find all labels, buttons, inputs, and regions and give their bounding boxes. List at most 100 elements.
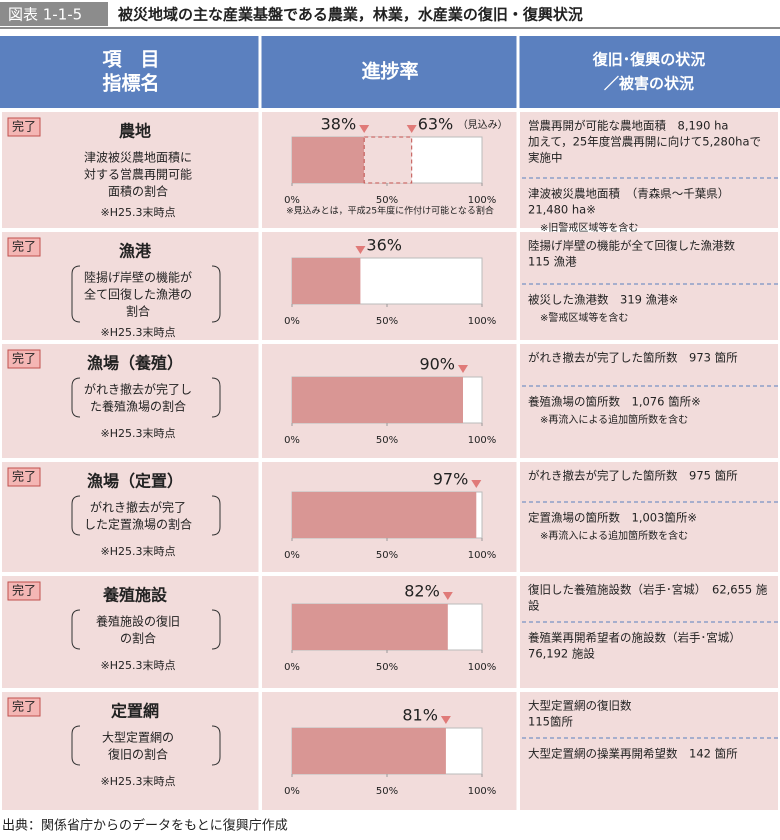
status-text: 115箇所 — [528, 715, 573, 729]
status: 完了 — [12, 351, 36, 366]
indicator-description: 陸揚げ岸壁の機能が — [84, 270, 192, 285]
indicator-description: 復旧の割合 — [108, 747, 168, 762]
indicator-description: 割合 — [126, 304, 150, 319]
bracket — [71, 725, 81, 766]
status-note: ※再流入による追加箇所数を含む — [540, 413, 688, 426]
indicator-description: 大型定置網の — [102, 730, 174, 745]
status-text: 陸揚げ岸壁の機能が全て回復した漁港数 — [528, 239, 735, 253]
progress-bar — [292, 492, 477, 538]
status-text: 21,480 ha※ — [528, 203, 596, 217]
progress-label: 63% — [418, 115, 454, 134]
indicator-name: 定置網 — [110, 702, 159, 721]
column-header: 項 目 — [102, 49, 159, 71]
cell — [2, 692, 260, 810]
status-note: ※警戒区域等を含む — [540, 311, 628, 324]
figure-label: 図表 1-1-5 — [8, 6, 82, 24]
indicator-description: がれき撤去が完了し — [84, 382, 192, 397]
cell — [520, 112, 778, 228]
progress-marker — [458, 365, 468, 373]
indicator-note: ※H25.3末時点 — [101, 325, 176, 339]
source: 出典：関係省庁からのデータをもとに復興庁作成 — [2, 818, 288, 834]
status-badge — [7, 697, 41, 717]
indicator-note: ※H25.3末時点 — [101, 205, 176, 219]
indicator-note: ※H25.3末時点 — [101, 426, 176, 440]
axis-tick-label: 0% — [284, 195, 300, 206]
status-note: ※再流入による追加箇所数を含む — [540, 529, 688, 542]
status-text: がれき撤去が完了した箇所数 973 箇所 — [528, 351, 738, 365]
figure-title: 被災地域の主な産業基盤である農業，林業，水産業の復旧・復興状況 — [118, 6, 583, 24]
axis-tick-label: 0% — [284, 786, 300, 797]
progress-label: 97% — [433, 470, 469, 489]
progress-label: 82% — [404, 582, 440, 601]
bracket — [71, 265, 81, 323]
indicator-description: 対する営農再開可能 — [84, 168, 192, 182]
indicator-description: た養殖漁場の割合 — [90, 399, 186, 414]
progress-suffix: （見込み） — [458, 119, 508, 131]
cell — [2, 112, 260, 228]
indicator-description: 養殖施設の復旧 — [96, 614, 180, 629]
status-badge — [7, 237, 41, 257]
axis-tick-label: 50% — [376, 316, 398, 327]
status-text: 営農再開が可能な農地面積 8,190 ha — [528, 119, 728, 133]
status-text: 大型定置網の操業再開希望数 142 箇所 — [528, 747, 738, 761]
axis-tick-label: 50% — [376, 786, 398, 797]
progress-label: 81% — [402, 706, 438, 725]
status-text: 大型定置網の復旧数 — [528, 699, 632, 713]
progress-marker — [355, 246, 366, 254]
indicator-description: 面積の割合 — [108, 184, 168, 199]
status-badge — [7, 117, 41, 137]
axis-tick-label: 100% — [468, 195, 497, 206]
cell — [2, 576, 260, 688]
axis-tick-label: 50% — [376, 435, 398, 446]
status: 完了 — [12, 119, 36, 134]
bracket — [71, 609, 81, 650]
column-header: ／被害の状況 — [604, 75, 694, 93]
cell — [2, 344, 260, 458]
progress-marker — [440, 716, 451, 724]
axis-tick-label: 0% — [284, 662, 300, 673]
indicator-description: がれき撤去が完了 — [90, 500, 186, 515]
bracket — [211, 495, 221, 536]
indicator-description: の割合 — [120, 631, 156, 646]
indicator-description: 津波被災農地面積に — [84, 150, 192, 165]
bracket — [211, 265, 221, 323]
indicator-note: ※H25.3末時点 — [101, 658, 176, 672]
bracket — [211, 725, 221, 766]
progress-label: 36% — [366, 236, 402, 255]
indicator-name: 漁場（定置） — [87, 472, 183, 491]
cell — [520, 692, 778, 810]
indicator-name: 漁場（養殖） — [87, 354, 183, 373]
status-badge — [7, 349, 41, 369]
status: 完了 — [12, 583, 36, 598]
progress-marker — [442, 592, 453, 600]
status: 完了 — [12, 699, 36, 714]
cell — [520, 344, 778, 458]
indicator-name: 農地 — [119, 122, 151, 141]
axis-tick-label: 0% — [284, 435, 300, 446]
progress-label: 90% — [419, 355, 455, 374]
progress-bar — [292, 377, 463, 423]
progress-marker — [471, 480, 482, 488]
progress-bar — [292, 604, 448, 650]
indicator-note: ※H25.3末時点 — [101, 774, 176, 788]
progress-bar — [292, 258, 361, 304]
status-text: 復旧した養殖施設数（岩手･宮城） 62,655 施 — [528, 583, 768, 597]
progress-note: ※見込みとは，平成25年度に作付け可能となる割合 — [286, 205, 494, 217]
progress-marker — [406, 125, 417, 133]
status-text: 実施中 — [528, 151, 563, 165]
bracket — [71, 495, 81, 536]
status-text: 養殖漁場の箇所数 1,076 箇所※ — [528, 395, 701, 409]
cell — [520, 462, 778, 572]
status-badge — [7, 467, 41, 487]
status-text: 津波被災農地面積 （青森県～千葉県） — [528, 187, 729, 201]
header-row — [0, 36, 780, 108]
title-bar — [0, 0, 780, 28]
cell — [520, 576, 778, 688]
status-text: 養殖業再開希望者の施設数（岩手･宮城） — [528, 631, 741, 645]
progress-label: 38% — [321, 115, 357, 134]
column-header: 復旧･復興の状況 — [592, 51, 706, 69]
status-text: 加えて，25年度営農再開に向けて5,280haで — [528, 135, 761, 149]
column-header: 指標名 — [102, 72, 159, 95]
